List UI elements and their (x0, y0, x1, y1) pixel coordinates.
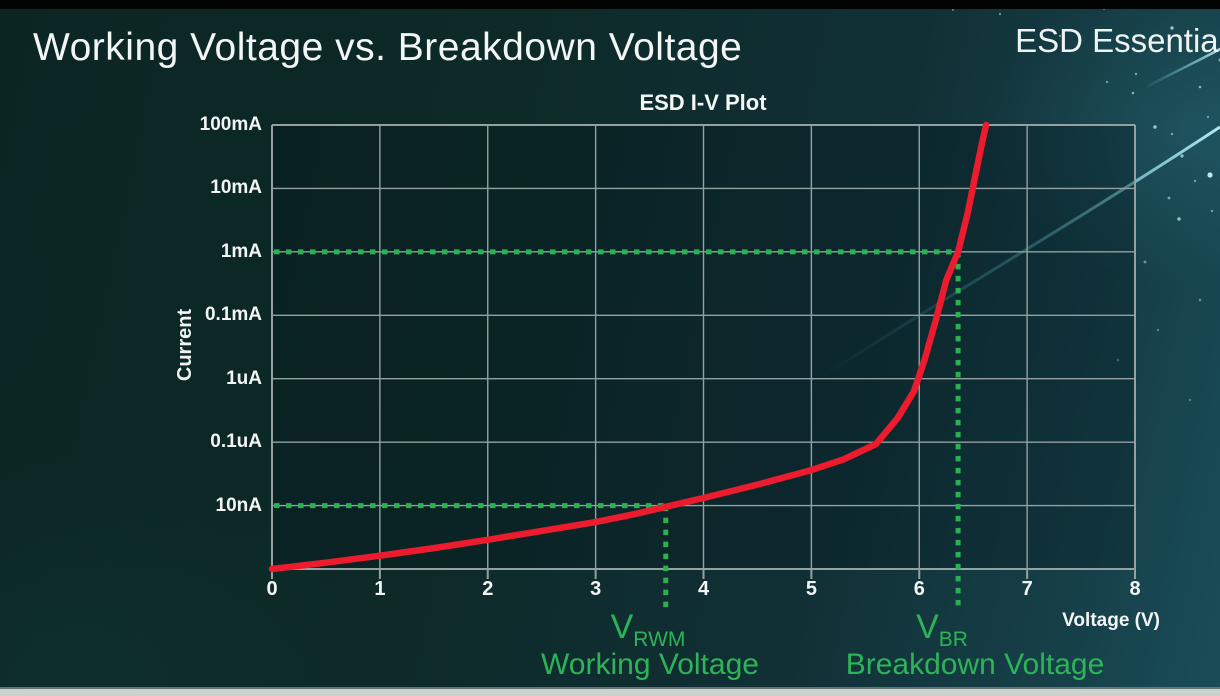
bottom-strip-edge (0, 687, 1220, 689)
y-tick-label: 1uA (226, 367, 262, 389)
swoosh-line (819, 125, 1220, 380)
brand-text: ESD Essential (1015, 22, 1220, 59)
x-tick-label: 6 (913, 578, 925, 600)
x-tick-label: 4 (697, 578, 710, 600)
x-tick-label: 3 (590, 578, 602, 600)
x-tick-label: 8 (1129, 578, 1141, 600)
y-tick-label: 10nA (215, 494, 262, 516)
x-tick-label: 5 (805, 578, 817, 600)
working-voltage-caption: Working Voltage (541, 648, 759, 681)
sparkle-dots (952, 6, 1220, 402)
vbr-symbol: VBR (916, 608, 968, 651)
y-tick-label: 0.1mA (204, 304, 262, 326)
x-tick-label: 7 (1021, 578, 1033, 600)
vrwm-symbol: VRWM (610, 608, 686, 651)
x-tick-label: 1 (374, 578, 386, 600)
y-tick-label: 0.1uA (210, 431, 262, 453)
iv-curve (268, 121, 990, 573)
plot-area (272, 125, 1135, 569)
chart-title: ESD I-V Plot (639, 90, 767, 115)
x-axis-label: Voltage (V) (1062, 610, 1160, 631)
bottom-strip (0, 689, 1220, 696)
top-letterbox-bar (0, 0, 1220, 9)
x-tick-label: 0 (266, 578, 278, 600)
breakdown-voltage-caption: Breakdown Voltage (845, 648, 1105, 681)
x-tick-label: 2 (482, 578, 494, 600)
y-tick-label: 10mA (210, 177, 262, 199)
y-tick-label: 1mA (220, 240, 262, 262)
y-tick-label: 100mA (199, 114, 262, 135)
page-title: Working Voltage vs. Breakdown Voltage (33, 26, 743, 69)
